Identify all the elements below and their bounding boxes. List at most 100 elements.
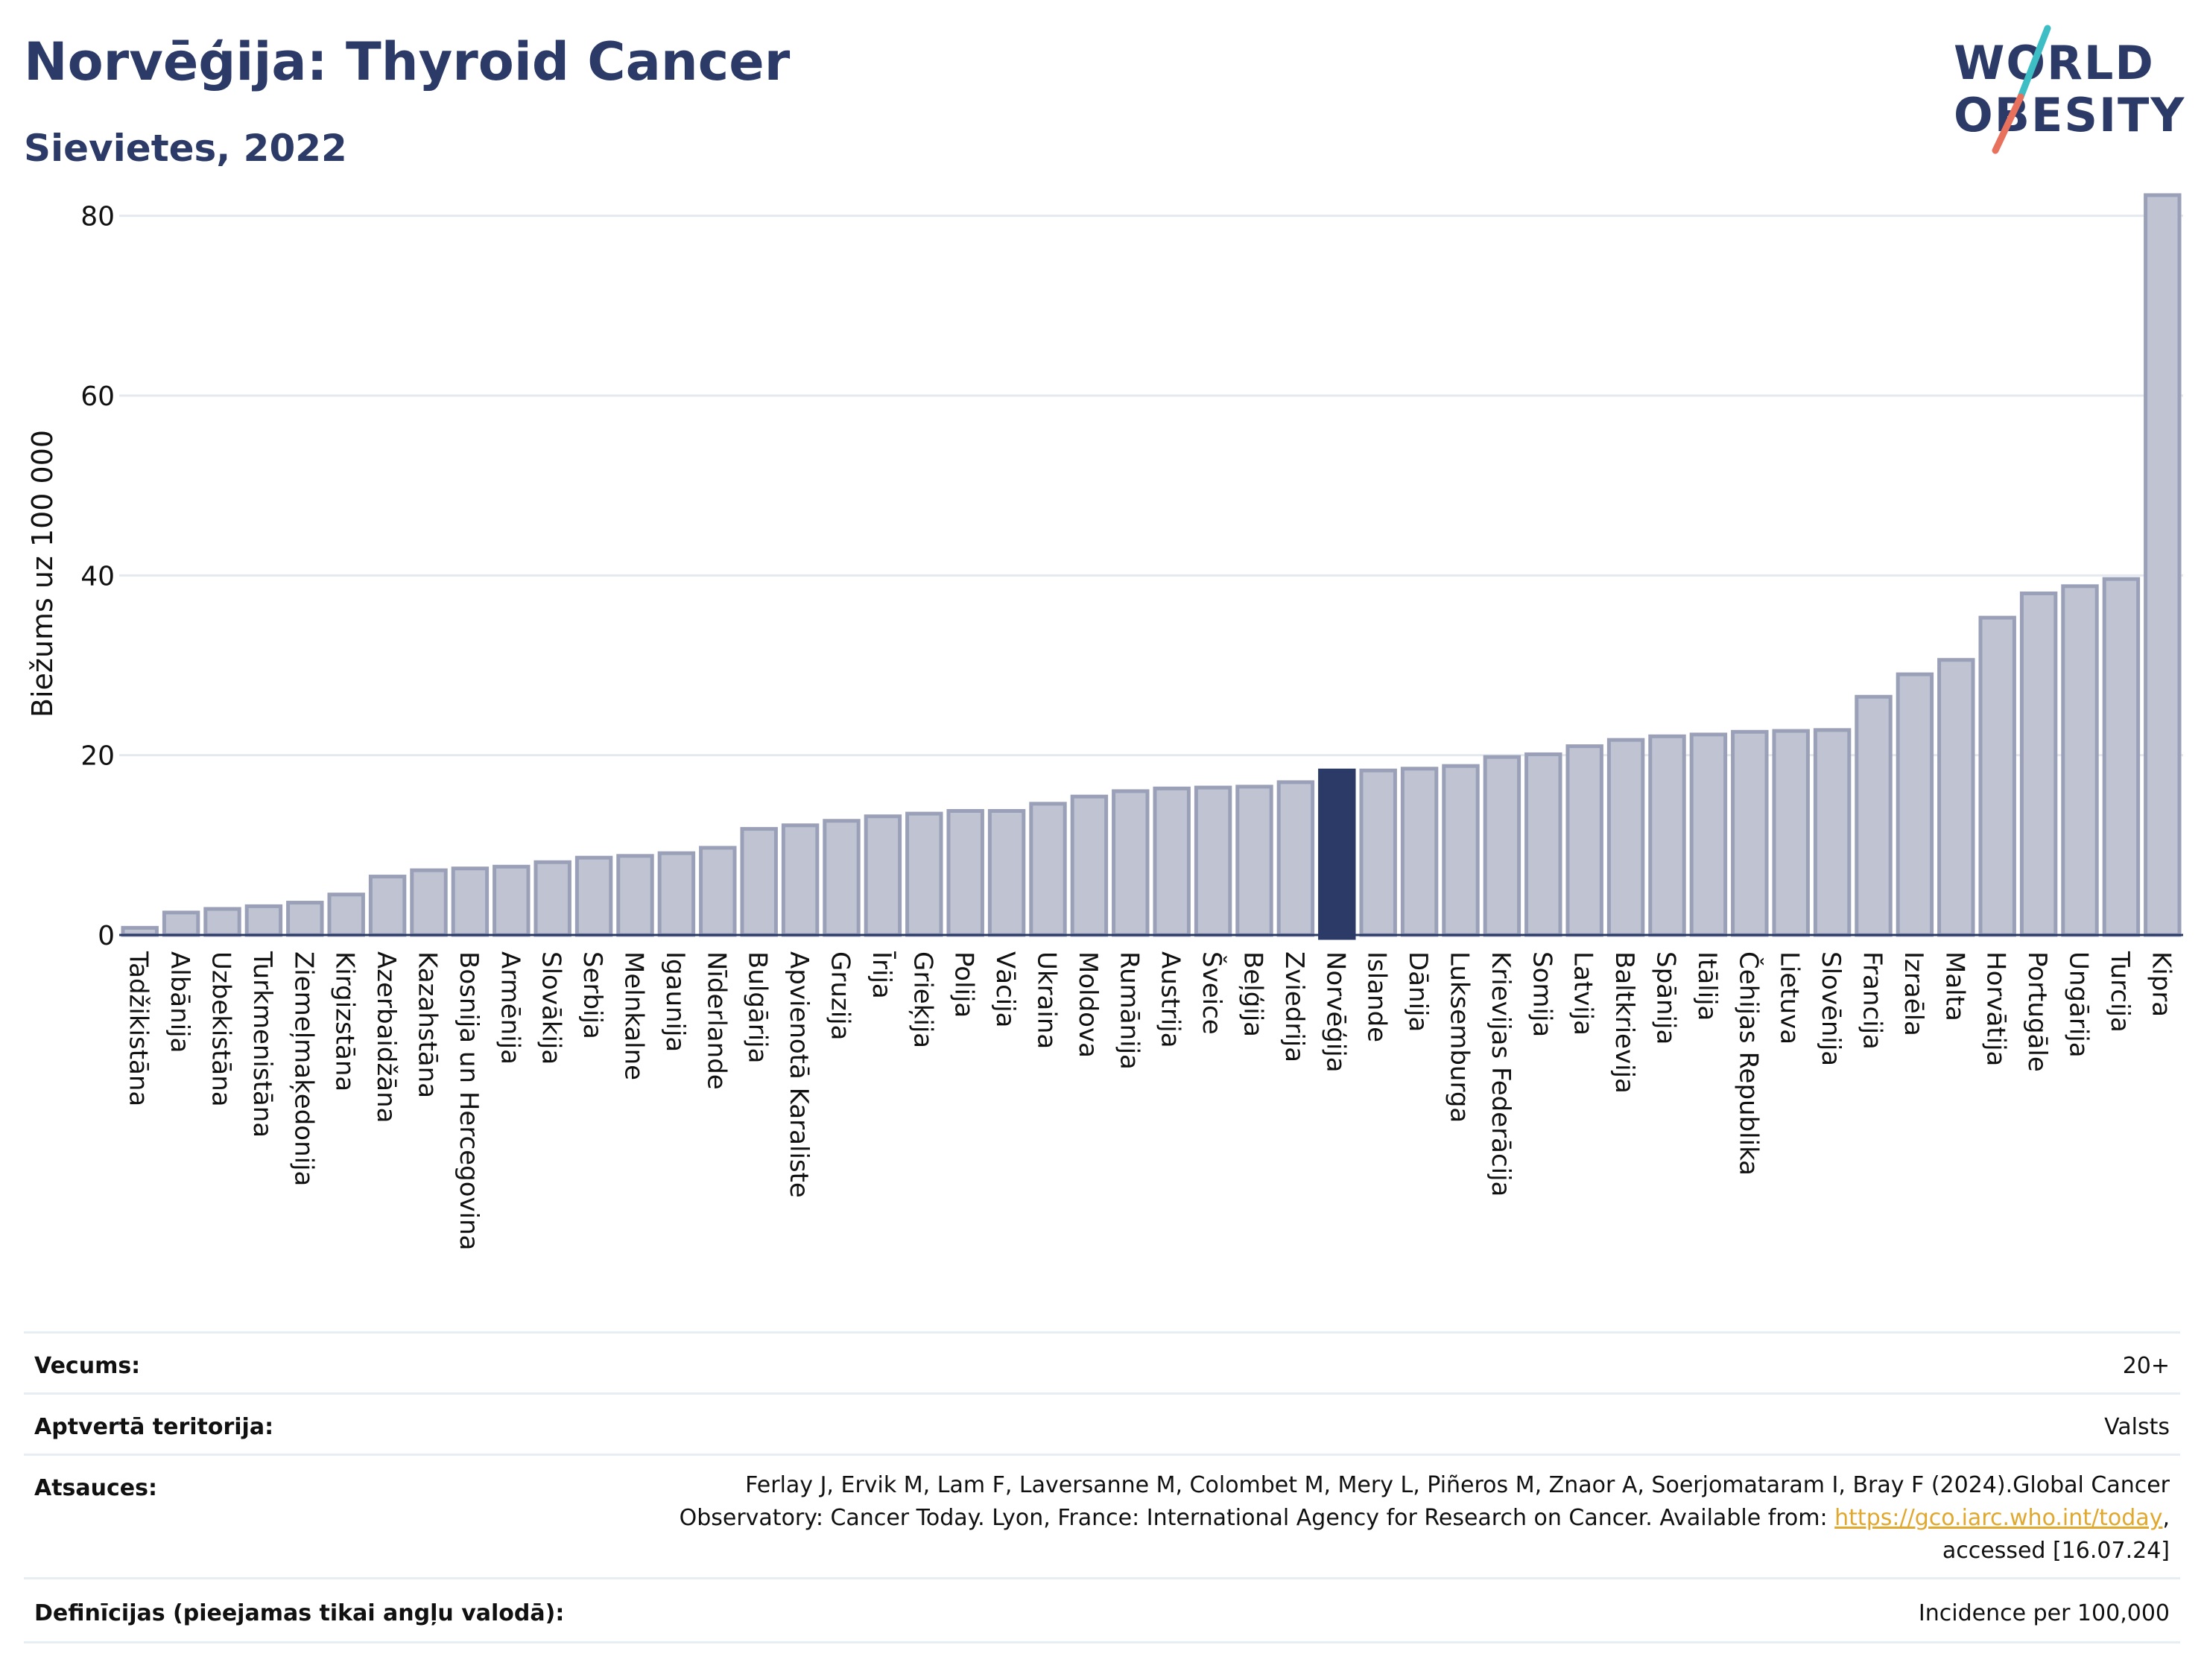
bar	[1813, 728, 1852, 937]
bar	[1648, 734, 1686, 937]
x-tick-label: Spānija	[1651, 951, 1681, 1045]
x-tick-label: Slovākija	[536, 951, 566, 1065]
reference-link[interactable]: https://gco.iarc.who.int/today	[1834, 1505, 2163, 1531]
x-tick-label: Tadžikistāna	[124, 951, 153, 1106]
x-tick-label: Lietuva	[1775, 951, 1805, 1045]
x-tick-label: Baltkrievija	[1609, 951, 1639, 1094]
x-tick-label: Grieķija	[908, 951, 937, 1048]
x-tick-label: Uzbekistāna	[206, 951, 236, 1107]
x-tick-label: Somija	[1527, 951, 1557, 1037]
x-tick-label: Francija	[1858, 951, 1887, 1050]
bar	[1524, 752, 1562, 937]
x-tick-label: Izraēla	[1899, 951, 1928, 1036]
y-tick-label: 20	[80, 741, 115, 772]
bar	[1235, 784, 1273, 937]
bar	[493, 864, 531, 937]
y-tick-label: 40	[80, 561, 115, 592]
bar	[1565, 744, 1603, 937]
meta-value-coverage: Valsts	[2104, 1414, 2170, 1440]
x-tick-label: Slovēnija	[1816, 951, 1846, 1066]
meta-key-coverage: Aptvertā teritorija:	[34, 1414, 274, 1440]
x-tick-label: Turcija	[2105, 951, 2135, 1033]
bar	[1318, 768, 1356, 940]
x-tick-label: Latvija	[1568, 951, 1598, 1036]
x-tick-label: Krievijas Federācija	[1486, 951, 1516, 1196]
x-tick-label: Turkmenistāna	[247, 951, 277, 1138]
world-obesity-logo: WORLD OBESITY	[1937, 22, 2191, 164]
x-tick-label: Rumānija	[1114, 951, 1144, 1070]
bar	[410, 868, 448, 937]
bar	[162, 910, 200, 937]
bar	[616, 854, 654, 937]
bar	[451, 866, 490, 937]
x-tick-label: Norvēģija	[1320, 951, 1350, 1073]
logo-line-2: OBESITY	[1954, 88, 2186, 142]
logo-slash-icon	[1992, 25, 2051, 154]
bar	[574, 855, 613, 937]
grid-lines	[119, 215, 2183, 757]
meta-ref-line-3: accessed [16.07.24]	[1942, 1538, 2170, 1564]
bar	[533, 860, 571, 937]
bar	[1400, 767, 1439, 937]
page-title: Norvēģija: Thyroid Cancer	[24, 31, 791, 92]
meta-row-age: Vecums: 20+	[24, 1331, 2180, 1393]
bar-chart: 0 20 40 60 80 Tadžikistāna Albānija Uzbekistāna…	[26, 193, 2183, 1251]
meta-value-definitions: Incidence per 100,000	[1918, 1600, 2170, 1626]
bar	[781, 823, 820, 937]
x-tick-label: Bulgārija	[743, 951, 773, 1063]
axes: 0 20 40 60 80 Tadžikistāna Albānija Uzbekistāna…	[80, 202, 2183, 1251]
bar	[740, 827, 778, 937]
bar	[1855, 694, 1893, 937]
meta-key-references: Atsauces:	[34, 1475, 157, 1501]
bar	[1978, 615, 2016, 937]
y-tick-label: 60	[80, 381, 115, 412]
y-tick-label: 0	[98, 921, 115, 951]
bar	[1070, 794, 1109, 937]
bar	[1483, 755, 1521, 937]
x-tick-label: Serbija	[577, 951, 607, 1039]
x-tick-label: Gruzija	[826, 951, 855, 1040]
x-tick-label: Islande	[1362, 951, 1392, 1042]
bar	[203, 907, 241, 937]
x-tick-label: Polija	[949, 951, 979, 1018]
x-tick-label: Zviedrija	[1279, 951, 1309, 1062]
x-tick-label: Ziemeļmaķedonija	[288, 951, 318, 1186]
x-tick-label: Kirgizstāna	[330, 951, 360, 1091]
meta-key-definitions: Definīcijas (pieejamas tikai angļu valod…	[34, 1600, 565, 1626]
x-tick-label: Horvātija	[1981, 951, 2011, 1066]
x-tick-label: Beļģija	[1238, 951, 1268, 1037]
bar	[1896, 672, 1934, 937]
bar	[2019, 591, 2058, 937]
meta-value-age: 20+	[2122, 1353, 2170, 1379]
bar	[1029, 802, 1067, 937]
x-tick-label: Moldova	[1073, 951, 1103, 1058]
bar	[1772, 729, 1810, 937]
bar	[1606, 738, 1645, 937]
meta-ref-line-2a: Observatory: Cancer Today. Lyon, France:…	[679, 1505, 1835, 1531]
page-subtitle: Sievietes, 2022	[24, 127, 347, 170]
x-tick-label: Armēnija	[495, 951, 525, 1065]
bar	[1153, 786, 1191, 937]
x-tick-label: Portugāle	[2022, 951, 2052, 1072]
bar	[327, 893, 365, 937]
y-axis-label: Biežums uz 100 000	[26, 430, 59, 717]
bar	[699, 846, 737, 937]
bar	[1112, 789, 1150, 937]
bar	[905, 811, 943, 937]
logo-line-1: WORLD	[1954, 36, 2155, 90]
x-tick-label: Vācija	[990, 951, 1020, 1028]
x-tick-label: Azerbaidžāna	[371, 951, 401, 1123]
x-tick-label: Bosnija un Hercegovina	[454, 951, 484, 1251]
bar	[987, 808, 1026, 937]
x-tick-label: Īrija	[867, 951, 896, 999]
x-tick-label: Čehijas Republika	[1733, 951, 1764, 1176]
bar	[1731, 729, 1769, 937]
bar	[1194, 785, 1232, 937]
bar	[657, 851, 696, 937]
bar	[1359, 768, 1397, 937]
meta-row-definitions: Definīcijas (pieejamas tikai angļu valod…	[24, 1577, 2180, 1642]
bar	[1937, 658, 1975, 937]
x-tick-label: Austrija	[1156, 951, 1185, 1048]
x-tick-label: Dānija	[1403, 951, 1433, 1032]
bar	[2144, 193, 2182, 937]
